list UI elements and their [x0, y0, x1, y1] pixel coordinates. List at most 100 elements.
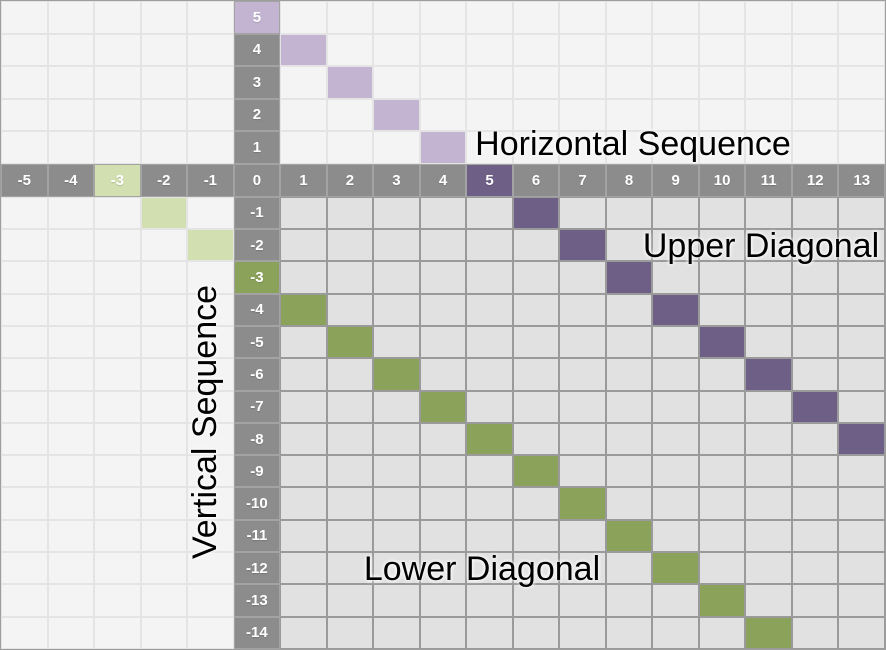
- grid-cell[interactable]: [419, 229, 467, 262]
- grid-cell[interactable]: [419, 616, 467, 649]
- row-header-cell[interactable]: 4: [233, 33, 281, 67]
- grid-cell[interactable]: [419, 552, 467, 585]
- row-header-cell[interactable]: 1: [233, 131, 281, 164]
- outer-cell[interactable]: [94, 98, 141, 132]
- outer-cell[interactable]: [1, 66, 48, 99]
- outer-cell[interactable]: [140, 519, 188, 553]
- row-header-cell[interactable]: -5: [233, 325, 281, 359]
- col-header-cell[interactable]: 2: [326, 163, 374, 197]
- grid-cell[interactable]: [419, 390, 467, 423]
- grid-cell[interactable]: [559, 325, 606, 359]
- grid-cell[interactable]: [559, 422, 606, 456]
- outer-cell[interactable]: [419, 66, 467, 99]
- outer-cell[interactable]: [1, 131, 48, 164]
- grid-cell[interactable]: [838, 519, 885, 553]
- outer-cell[interactable]: [140, 131, 188, 164]
- grid-cell[interactable]: [791, 196, 839, 230]
- grid-cell[interactable]: [838, 552, 885, 585]
- outer-cell[interactable]: [838, 66, 885, 99]
- grid-cell[interactable]: [419, 358, 467, 391]
- row-header-cell[interactable]: -11: [233, 519, 281, 553]
- outer-cell[interactable]: [47, 616, 95, 649]
- grid-cell[interactable]: [466, 552, 513, 585]
- grid-cell[interactable]: [512, 261, 560, 294]
- outer-cell[interactable]: [373, 98, 420, 132]
- grid-cell[interactable]: [698, 584, 746, 617]
- outer-cell[interactable]: [280, 1, 327, 34]
- outer-cell[interactable]: [280, 66, 327, 99]
- outer-cell[interactable]: [1, 293, 48, 326]
- grid-cell[interactable]: [280, 390, 327, 423]
- outer-cell[interactable]: [187, 519, 234, 553]
- outer-cell[interactable]: [94, 261, 141, 294]
- grid-cell[interactable]: [280, 487, 327, 520]
- grid-cell[interactable]: [791, 519, 839, 553]
- outer-cell[interactable]: [140, 261, 188, 294]
- grid-cell[interactable]: [698, 487, 746, 520]
- outer-cell[interactable]: [1, 325, 48, 359]
- outer-cell[interactable]: [652, 33, 699, 67]
- outer-cell[interactable]: [47, 33, 95, 67]
- outer-cell[interactable]: [419, 131, 467, 164]
- grid-cell[interactable]: [745, 325, 792, 359]
- grid-cell[interactable]: [280, 584, 327, 617]
- outer-cell[interactable]: [140, 98, 188, 132]
- outer-cell[interactable]: [512, 33, 560, 67]
- grid-cell[interactable]: [512, 229, 560, 262]
- grid-cell[interactable]: [745, 229, 792, 262]
- grid-cell[interactable]: [605, 519, 653, 553]
- outer-cell[interactable]: [94, 390, 141, 423]
- outer-cell[interactable]: [140, 229, 188, 262]
- outer-cell[interactable]: [140, 390, 188, 423]
- col-header-cell[interactable]: 8: [605, 163, 653, 197]
- grid-cell[interactable]: [605, 584, 653, 617]
- outer-cell[interactable]: [47, 196, 95, 230]
- outer-cell[interactable]: [605, 1, 653, 34]
- outer-cell[interactable]: [47, 1, 95, 34]
- grid-cell[interactable]: [466, 487, 513, 520]
- row-header-cell[interactable]: 2: [233, 98, 281, 132]
- outer-cell[interactable]: [47, 358, 95, 391]
- grid-cell[interactable]: [652, 616, 699, 649]
- grid-cell[interactable]: [791, 261, 839, 294]
- grid-cell[interactable]: [791, 422, 839, 456]
- grid-cell[interactable]: [466, 390, 513, 423]
- grid-cell[interactable]: [838, 455, 885, 488]
- outer-cell[interactable]: [512, 98, 560, 132]
- outer-cell[interactable]: [1, 98, 48, 132]
- grid-cell[interactable]: [280, 196, 327, 230]
- grid-cell[interactable]: [745, 261, 792, 294]
- grid-cell[interactable]: [280, 358, 327, 391]
- grid-cell[interactable]: [745, 455, 792, 488]
- grid-cell[interactable]: [838, 358, 885, 391]
- grid-cell[interactable]: [466, 229, 513, 262]
- grid-cell[interactable]: [698, 552, 746, 585]
- outer-cell[interactable]: [745, 33, 792, 67]
- grid-cell[interactable]: [791, 552, 839, 585]
- grid-cell[interactable]: [419, 196, 467, 230]
- grid-cell[interactable]: [512, 616, 560, 649]
- outer-cell[interactable]: [373, 33, 420, 67]
- outer-cell[interactable]: [140, 422, 188, 456]
- grid-cell[interactable]: [698, 196, 746, 230]
- origin-header-cell[interactable]: 0: [233, 163, 281, 197]
- outer-cell[interactable]: [140, 293, 188, 326]
- grid-cell[interactable]: [559, 519, 606, 553]
- col-header-cell[interactable]: 10: [698, 163, 746, 197]
- outer-cell[interactable]: [187, 261, 234, 294]
- row-header-cell[interactable]: -8: [233, 422, 281, 456]
- outer-cell[interactable]: [419, 98, 467, 132]
- grid-cell[interactable]: [698, 325, 746, 359]
- col-header-cell[interactable]: 12: [791, 163, 839, 197]
- outer-cell[interactable]: [187, 229, 234, 262]
- grid-cell[interactable]: [698, 358, 746, 391]
- grid-cell[interactable]: [698, 422, 746, 456]
- grid-cell[interactable]: [791, 487, 839, 520]
- outer-cell[interactable]: [47, 325, 95, 359]
- grid-cell[interactable]: [512, 325, 560, 359]
- outer-cell[interactable]: [466, 98, 513, 132]
- outer-cell[interactable]: [1, 1, 48, 34]
- grid-cell[interactable]: [326, 584, 374, 617]
- grid-cell[interactable]: [745, 584, 792, 617]
- grid-cell[interactable]: [466, 261, 513, 294]
